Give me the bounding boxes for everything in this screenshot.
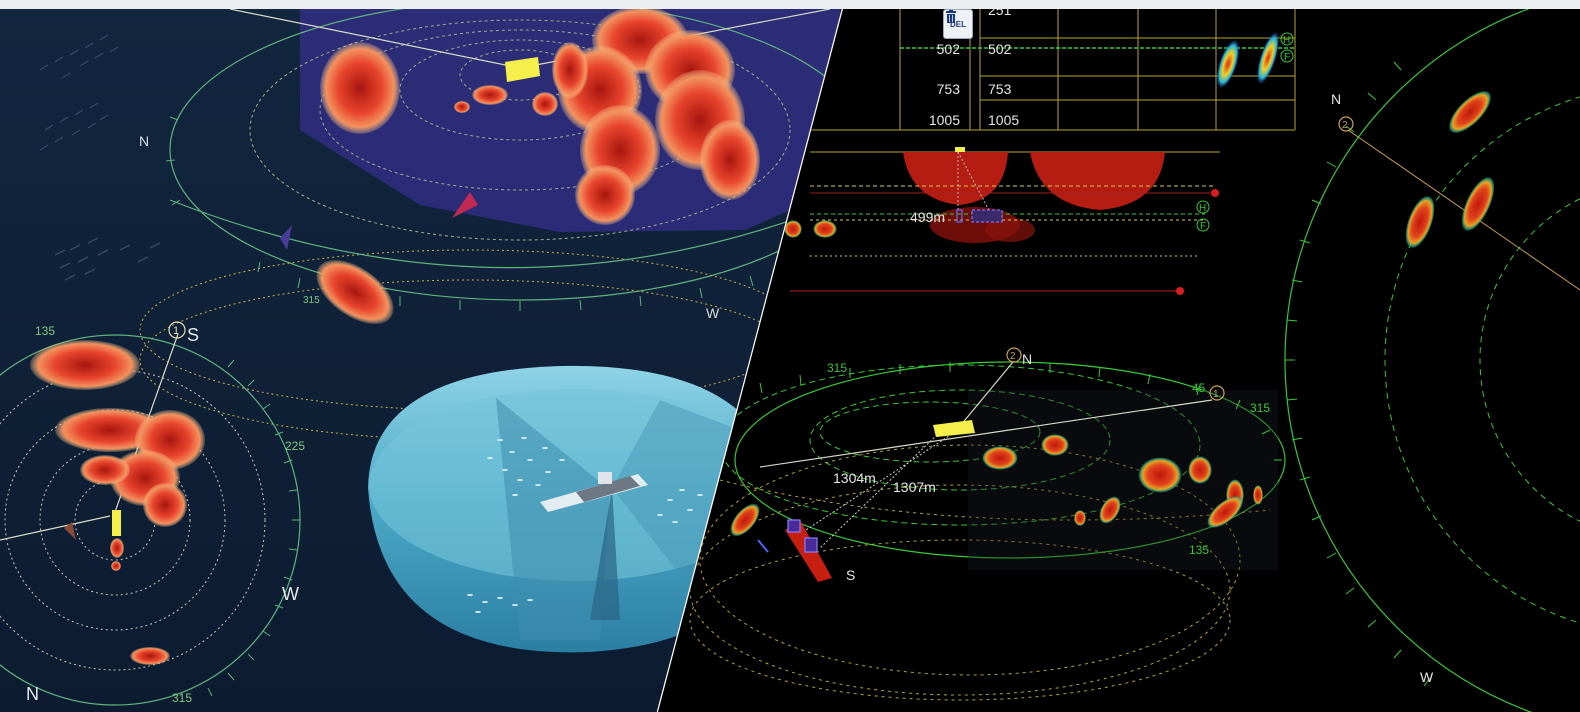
- bowl-north-label: N: [1022, 351, 1032, 367]
- marker-1-label: 1: [173, 325, 179, 337]
- bottom-bearing-315: 315: [172, 691, 192, 705]
- table-marker-h: H: [1283, 35, 1290, 46]
- table-marker-f: F: [1284, 52, 1290, 63]
- bottom-bearing-135: 135: [35, 324, 55, 338]
- section-view: [784, 147, 1219, 295]
- top-echo-cluster: [280, 9, 760, 324]
- window-top-strip: [0, 0, 1580, 9]
- bottom-south-label: S: [187, 325, 199, 345]
- bowl-bearing-135: 135: [1189, 543, 1209, 557]
- bottom-west-label: W: [282, 584, 299, 604]
- marker-1-circle: [168, 321, 186, 339]
- depth-right-3: 753: [988, 81, 1012, 97]
- delete-button[interactable]: DEL: [943, 9, 973, 39]
- bowl-marker-2: 2: [1010, 351, 1016, 362]
- bowl-heading-line-2: [959, 361, 1014, 427]
- polar-marker: 2: [1342, 120, 1348, 131]
- bowl-bearing-315: 315: [827, 361, 847, 375]
- depth-right-1: 251: [988, 2, 1012, 18]
- polar-west-label: W: [1420, 669, 1434, 685]
- depth-right-4: 1005: [988, 112, 1019, 128]
- top-north-label: N: [139, 133, 149, 149]
- bottom-north-label: N: [26, 684, 39, 704]
- depth-left-3: 753: [937, 81, 961, 97]
- section-marker-h: H: [1199, 203, 1206, 214]
- bottom-echo-cluster: [30, 340, 205, 665]
- polar-ring-ticks: [1285, 61, 1431, 687]
- ocean-dome-illustration: [368, 365, 781, 653]
- echo-spike-2: [1256, 31, 1280, 85]
- bowl-marker-2-circle: [1006, 347, 1022, 363]
- bowl-ring-ticks: [759, 362, 1282, 461]
- bowl-range-a: 1304m: [833, 470, 876, 486]
- echo-spike-1: [1216, 39, 1240, 89]
- top-west-label: W: [706, 305, 720, 321]
- left-panel: N W 315: [0, 9, 843, 712]
- bottom-bearing-225: 225: [285, 439, 305, 453]
- bowl-bearing-315-right: 315: [1250, 401, 1270, 415]
- own-ship-bowl: [933, 420, 975, 437]
- polar-echoes: [1405, 90, 1495, 249]
- bowl-bearing-45: 45: [1192, 381, 1206, 395]
- delete-button-label: DEL: [950, 19, 966, 29]
- bowl-marker-1: 1: [1213, 389, 1219, 400]
- section-marker-f: F: [1200, 221, 1206, 232]
- depth-left-2: 502: [937, 41, 961, 57]
- own-ship-top: [505, 57, 540, 82]
- bowl-range-line-2: [805, 431, 956, 531]
- polar-marker-circle: [1338, 116, 1354, 132]
- table-hf-markers: [1280, 32, 1294, 63]
- bowl-south-label: S: [846, 567, 855, 583]
- top-ring-ticks: [165, 116, 754, 311]
- top-bearing-315: 315: [303, 295, 320, 306]
- bowl-sector-shade: [968, 390, 1278, 570]
- depth-table-values: 2 251 502 502 753 753 1005 1005: [929, 2, 1020, 128]
- depth-right-2: 502: [988, 41, 1012, 57]
- bowl-echoes: [730, 434, 1263, 582]
- section-range-label: 499m: [910, 209, 945, 225]
- bowl-heading-line-1: [759, 399, 1213, 468]
- bowl-marker-1-circle: [1209, 385, 1225, 401]
- bowl-range-b: 1307m: [893, 479, 936, 495]
- depth-left-4: 1005: [929, 112, 960, 128]
- trash-icon: [946, 10, 956, 23]
- fish-trail-marks: [39, 34, 161, 281]
- bottom-ring-ticks: [207, 359, 300, 697]
- polar-north-label: N: [1331, 91, 1341, 107]
- own-ship-bottom: [112, 510, 121, 536]
